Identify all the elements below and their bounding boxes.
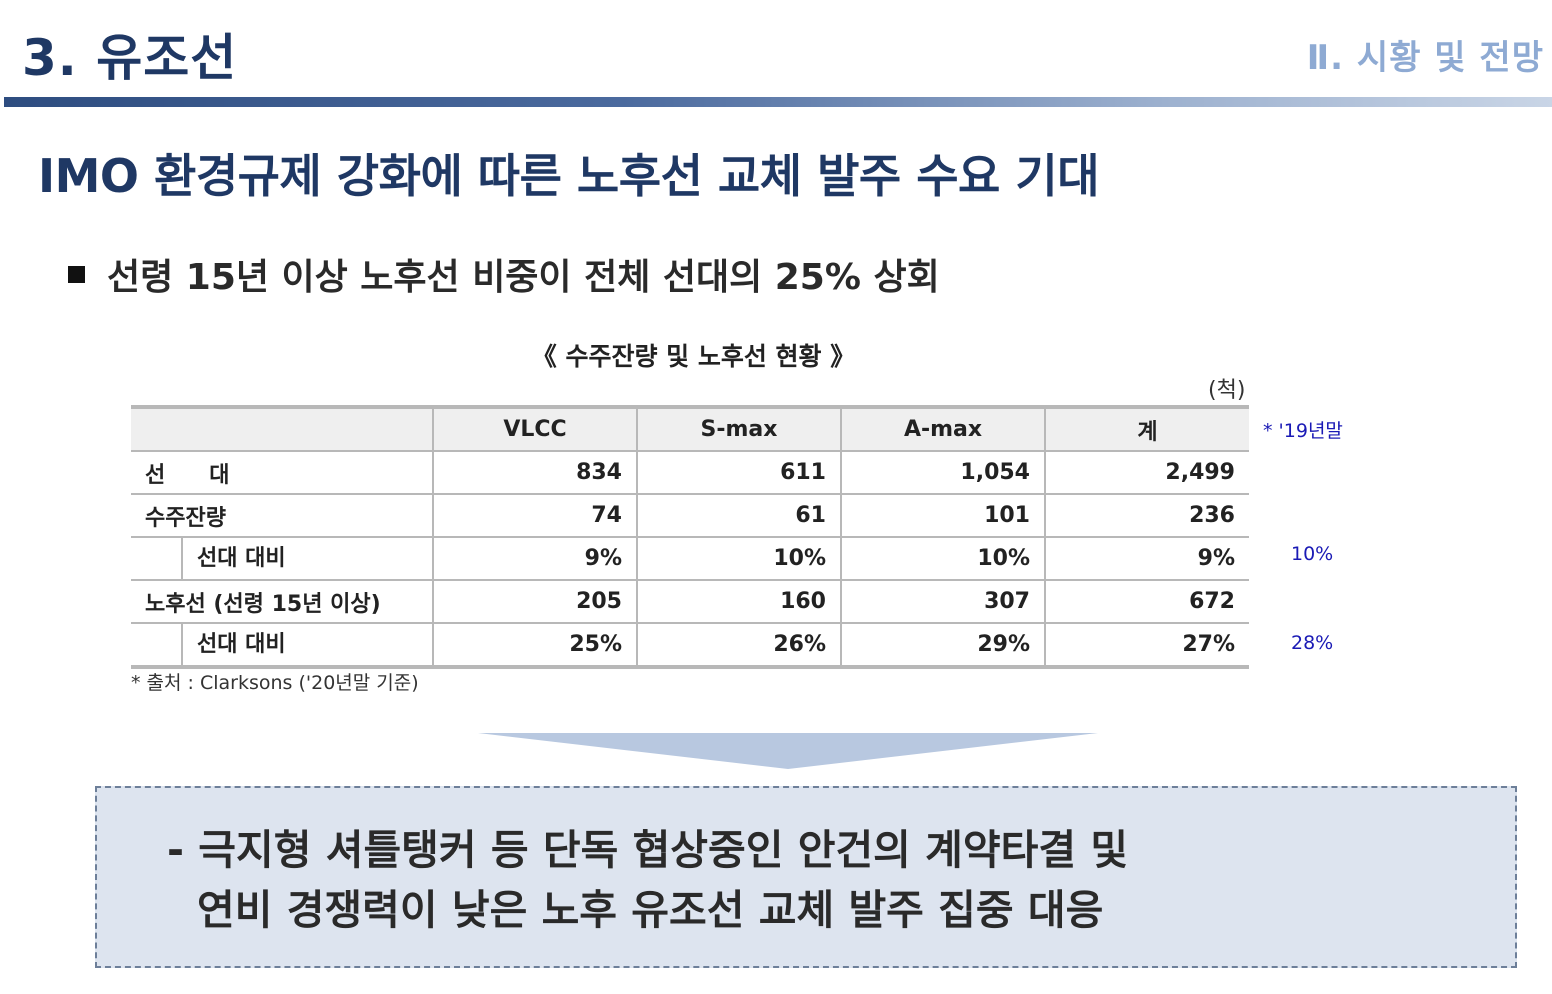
table-cell: 160: [636, 580, 841, 624]
table-title: 《 수주잔량 및 노후선 현황 》: [531, 342, 856, 371]
side-note-row5: 28%: [1291, 632, 1334, 654]
table-cell: 61: [636, 494, 841, 538]
row-label-cell: 선대 대비: [131, 623, 433, 667]
table-unit: (척): [1208, 378, 1246, 403]
table-row: 선 대 834 611 1,054 2,499: [131, 451, 1249, 495]
bullet-text: 선령 15년 이상 노후선 비중이 전체 선대의 25% 상회: [107, 257, 940, 298]
orderbook-table: VLCC S-max A-max 계 선 대 834 611 1,054 2,4…: [131, 405, 1249, 669]
table-cell: 672: [1044, 580, 1249, 624]
down-arrow-icon: [478, 733, 1098, 769]
conclusion-callout: - 극지형 셔틀탱커 등 단독 협상중인 안건의 계약타결 및 연비 경쟁력이 …: [95, 786, 1517, 968]
table-cell: 101: [840, 494, 1045, 538]
table-row: 노후선 (선령 15년 이상) 205 160 307 672: [131, 580, 1249, 624]
column-header: VLCC: [432, 407, 637, 452]
table-cell: 834: [432, 451, 637, 495]
table-cell: 10%: [636, 537, 841, 581]
row-label: 노후선 (선령 15년 이상): [131, 580, 433, 624]
table-cell: 611: [636, 451, 841, 495]
table-cell: 2,499: [1044, 451, 1249, 495]
bullet-point: 선령 15년 이상 노후선 비중이 전체 선대의 25% 상회: [68, 248, 940, 300]
table-cell: 205: [432, 580, 637, 624]
table-cell: 26%: [636, 623, 841, 667]
table-header-row: VLCC S-max A-max 계: [131, 407, 1249, 452]
header-divider-bar: [4, 97, 1552, 107]
table-cell: 1,054: [840, 451, 1045, 495]
table-cell: 27%: [1044, 623, 1249, 667]
row-label: 선 대: [131, 451, 433, 495]
side-note-header: * '19년말: [1263, 420, 1343, 442]
column-header: 계: [1044, 407, 1249, 452]
column-header: A-max: [840, 407, 1045, 452]
row-label: 선대 대비: [181, 538, 432, 579]
table-cell: 25%: [432, 623, 637, 667]
chapter-label: Ⅱ. 시황 및 전망: [1306, 38, 1544, 78]
table-cell: 307: [840, 580, 1045, 624]
row-label-cell: 선대 대비: [131, 537, 433, 581]
row-label: 수주잔량: [131, 494, 433, 538]
side-note-row3: 10%: [1291, 543, 1334, 565]
callout-line-2: 연비 경쟁력이 낮은 노후 유조선 교체 발주 집중 대응: [197, 886, 1104, 934]
table-row: 수주잔량 74 61 101 236: [131, 494, 1249, 538]
column-header: S-max: [636, 407, 841, 452]
headline: IMO 환경규제 강화에 따른 노후선 교체 발주 수요 기대: [38, 149, 1100, 203]
column-header: [131, 407, 433, 452]
table-row: 선대 대비 25% 26% 29% 27%: [131, 623, 1249, 667]
table-cell: 9%: [432, 537, 637, 581]
section-title: 3. 유조선: [22, 29, 238, 87]
row-label: 선대 대비: [181, 624, 432, 665]
table-row: 선대 대비 9% 10% 10% 9%: [131, 537, 1249, 581]
table-cell: 29%: [840, 623, 1045, 667]
callout-line-1: - 극지형 셔틀탱커 등 단독 협상중인 안건의 계약타결 및: [167, 826, 1129, 874]
square-bullet-icon: [68, 265, 85, 283]
table-cell: 74: [432, 494, 637, 538]
table-cell: 10%: [840, 537, 1045, 581]
table-cell: 236: [1044, 494, 1249, 538]
source-note: * 출처 : Clarksons ('20년말 기준): [131, 672, 419, 694]
table-cell: 9%: [1044, 537, 1249, 581]
